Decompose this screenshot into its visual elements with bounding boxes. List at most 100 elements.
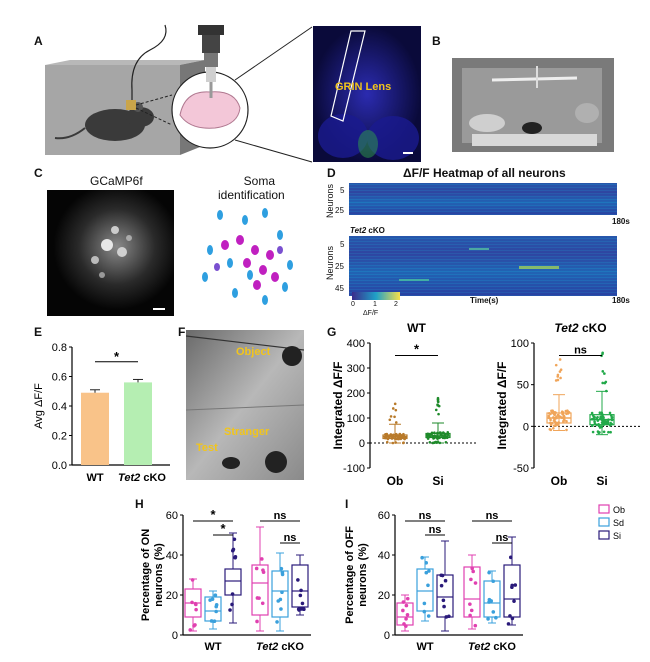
g-point xyxy=(603,381,607,385)
hi-box-Si xyxy=(291,564,309,608)
g-point xyxy=(599,415,602,419)
hi-point xyxy=(486,617,490,621)
test-mouse xyxy=(222,457,240,469)
e-xlabel-cko: Tet2 cKO xyxy=(118,472,166,484)
g-point xyxy=(559,368,563,372)
wt-end-time: 180s xyxy=(612,217,630,226)
hi-point xyxy=(188,628,193,632)
hi-ytick-label: 0 xyxy=(384,630,390,642)
legend-swatch-Sd xyxy=(598,517,610,527)
g-point xyxy=(559,376,562,380)
g-point xyxy=(598,411,602,414)
camera-icon xyxy=(198,25,224,35)
hi-point xyxy=(491,579,496,584)
g-point xyxy=(552,419,556,422)
hi-point xyxy=(513,583,518,587)
hi-ytick-label: 40 xyxy=(166,550,178,562)
wt-tick-5: 5 xyxy=(340,186,345,195)
g-ytick-label: 0 xyxy=(523,421,529,433)
soma-title: Soma identification xyxy=(218,174,285,202)
hi-point xyxy=(260,601,265,606)
e-ylabel: Avg ΔF/F xyxy=(33,383,45,429)
hi-point xyxy=(296,578,300,582)
g-point xyxy=(566,410,570,413)
legend-label-Sd: Sd xyxy=(613,518,624,528)
hi-sig-label-3: ns xyxy=(496,532,509,544)
legend-label-Ob: Ob xyxy=(613,505,625,515)
hi-point xyxy=(405,612,410,617)
heatmaps xyxy=(349,183,617,296)
hi-ytick-label: 0 xyxy=(172,630,178,642)
cb-label: ΔF/F xyxy=(363,310,379,317)
hi-point xyxy=(469,577,473,582)
g-point xyxy=(550,409,553,413)
hi-point xyxy=(468,602,472,606)
hi-point xyxy=(404,603,409,608)
hi-point xyxy=(230,602,234,607)
hi-point xyxy=(494,615,498,620)
g-xlabel-Ob: Ob xyxy=(387,474,404,488)
hi-point xyxy=(279,607,283,611)
soma-title-line-1: Soma xyxy=(243,174,276,188)
cb-tick-1: 1 xyxy=(373,301,377,308)
wt-tick-25: 25 xyxy=(335,206,344,215)
g-point xyxy=(552,426,555,430)
e-bar-1 xyxy=(124,382,152,465)
g-point xyxy=(562,419,565,423)
cb-tick-2: 2 xyxy=(394,301,398,308)
panel-label-b: B xyxy=(432,34,441,48)
mouse-icon xyxy=(54,102,154,141)
soma-title-line-2: identification xyxy=(218,188,285,202)
hi-point xyxy=(228,608,232,612)
hi-ylabel-2: neurons (%) xyxy=(153,543,165,607)
soma-map xyxy=(202,208,293,305)
hi-point xyxy=(254,566,259,571)
cko-tick-5: 5 xyxy=(340,240,345,249)
colorbar xyxy=(352,292,400,300)
e-sig-label: * xyxy=(114,349,120,364)
hi-point xyxy=(232,537,237,542)
hi-ytick-label: 20 xyxy=(378,590,390,602)
hi-point xyxy=(192,624,196,628)
panel-label-g: G xyxy=(327,325,337,339)
hi-point xyxy=(491,610,496,614)
cko-end-time: 180s xyxy=(612,296,630,305)
g-point xyxy=(436,398,440,402)
cko-label-italic: Tet2 xyxy=(350,226,367,235)
g-point xyxy=(607,430,610,434)
hi-point xyxy=(214,609,218,614)
hi-point xyxy=(473,581,478,585)
hi-point xyxy=(512,599,516,603)
hi-point xyxy=(441,598,446,603)
g-sig-label: ns xyxy=(574,345,587,357)
hi-box-Ob xyxy=(251,564,269,616)
cage-photo xyxy=(452,58,614,152)
hi-point xyxy=(510,616,515,621)
g-ytick-label: 100 xyxy=(511,338,529,350)
hi-point xyxy=(280,570,285,575)
chart-i: 0 20 40 60 ns ns ns ns WT Tet2 cKO Percentage of O… xyxy=(345,504,625,653)
hi-point xyxy=(300,601,305,606)
chart-e: 0.0 0.2 0.4 0.6 0.8 * WT Tet2 cKO Avg ΔF/F xyxy=(33,342,170,484)
g-ylabel: Integrated ΔF/F xyxy=(495,362,509,450)
hi-xlabel-wt: WT xyxy=(204,641,221,653)
e-xlabel-wt: WT xyxy=(86,472,103,484)
hi-point xyxy=(442,604,446,609)
g-point xyxy=(565,428,568,432)
hi-point xyxy=(280,590,284,594)
hi-point xyxy=(422,601,427,606)
hi-point xyxy=(194,602,198,607)
hi-point xyxy=(213,593,218,598)
g-point xyxy=(434,408,438,412)
hi-point xyxy=(209,619,214,623)
g-title: WT xyxy=(407,321,426,335)
g-sig-label: * xyxy=(414,342,420,357)
g-ytick-label: -100 xyxy=(343,463,365,475)
chart-g-cko: -50 0 50 100 Ob Si ns Tet2 cKO Integrated ΔF/F xyxy=(495,321,642,488)
hi-point xyxy=(426,614,431,618)
g-point xyxy=(393,402,397,406)
hi-point xyxy=(261,570,266,575)
hi-point xyxy=(443,578,448,583)
g-point xyxy=(606,420,610,424)
hi-sig-label-0: ns xyxy=(419,510,432,522)
